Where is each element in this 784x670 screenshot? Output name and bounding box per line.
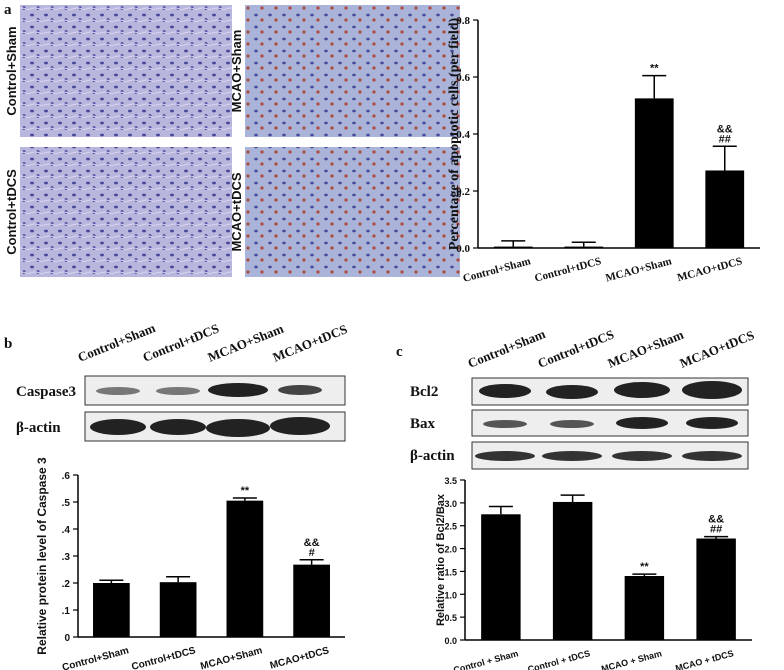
micrograph-label: Control+Sham	[4, 26, 19, 115]
bar	[493, 246, 533, 248]
y-tick-label: 3.0	[444, 499, 457, 509]
error-bar	[99, 579, 124, 583]
significance-mark: **	[650, 63, 659, 75]
y-tick-label: .6	[62, 471, 71, 482]
blot-bands	[475, 381, 742, 461]
y-axis-label: Relative protein level of Caspase 3	[35, 457, 49, 655]
micrograph-label: MCAO+tDCS	[229, 172, 244, 251]
significance-mark: **	[640, 561, 649, 573]
bar	[159, 582, 197, 637]
panel-label: a	[4, 2, 12, 18]
error-bar	[488, 505, 513, 515]
bar	[705, 170, 745, 248]
panel-label: c	[396, 344, 403, 360]
error-bar	[704, 535, 729, 539]
x-tick-label: MCAO+tDCS	[676, 255, 744, 284]
y-tick-label: 0	[64, 633, 70, 644]
panel-label: b	[4, 336, 12, 352]
y-tick-label: 0.0	[456, 243, 470, 255]
micrograph	[245, 147, 460, 277]
micrograph-label: MCAO+Sham	[229, 30, 244, 113]
error-bar	[632, 573, 657, 576]
y-tick-label: .3	[62, 552, 71, 563]
x-tick-label: Control + Sham	[452, 648, 519, 670]
y-tick-label: 0.5	[444, 613, 457, 623]
y-axis-label: Percentage of apoptotic cells (per field…	[447, 17, 462, 250]
y-tick-label: 1.0	[444, 590, 457, 600]
error-bar	[642, 74, 667, 99]
y-tick-label: 0.0	[444, 636, 457, 646]
micrograph	[20, 147, 232, 277]
blot-column-label: MCAO+Sham	[606, 327, 686, 371]
y-tick-label: .5	[62, 498, 71, 509]
blot-column-label: MCAO+tDCS	[678, 327, 757, 370]
significance-mark: &&	[717, 123, 733, 135]
bar	[696, 538, 736, 640]
blot-row-label: Caspase3	[16, 384, 76, 400]
error-bar	[232, 497, 257, 501]
y-tick-label: 3.5	[444, 476, 457, 486]
y-tick-label: 0.8	[456, 15, 470, 27]
significance-mark: ##	[710, 524, 722, 536]
bar	[624, 576, 665, 640]
significance-mark: **	[241, 485, 250, 497]
significance-mark: &&	[708, 514, 724, 526]
error-bar	[571, 241, 596, 247]
y-tick-label: .4	[62, 525, 71, 536]
significance-mark: &&	[304, 537, 320, 549]
blot-bands	[90, 383, 330, 437]
blot-column-label: Control+Sham	[466, 326, 548, 371]
y-axis-label: Relative ratio of Bcl2/Bax	[435, 493, 447, 626]
blot-column-label: Control+tDCS	[536, 327, 617, 371]
bar	[293, 564, 330, 637]
blot-row-label: β-actin	[410, 448, 455, 464]
micrograph-label: Control+tDCS	[4, 169, 19, 255]
blot-row-label: Bax	[410, 416, 436, 432]
blot-row-label: β-actin	[16, 420, 61, 436]
x-tick-label: MCAO + tDCS	[674, 648, 734, 670]
y-tick-label: 2.5	[444, 522, 457, 532]
x-tick-label: Control+tDCS	[130, 645, 197, 670]
micrograph	[245, 5, 460, 137]
bar	[93, 583, 130, 637]
blot-row-label: Bcl2	[410, 384, 438, 400]
error-bar	[166, 576, 191, 583]
x-tick-label: MCAO+Sham	[604, 255, 673, 284]
y-tick-label: 1.5	[444, 567, 457, 577]
error-bar	[501, 240, 526, 247]
x-tick-label: Control+Sham	[462, 255, 532, 285]
y-tick-label: 0.2	[456, 186, 470, 198]
bar	[226, 500, 264, 637]
micrograph	[20, 5, 232, 137]
significance-mark: #	[309, 547, 315, 559]
bar	[634, 98, 674, 248]
x-tick-label: MCAO+Sham	[199, 645, 263, 670]
error-bar	[560, 494, 585, 502]
y-tick-label: 0.6	[456, 72, 470, 84]
y-tick-label: 0.4	[456, 129, 470, 141]
x-tick-label: Control+tDCS	[533, 255, 602, 284]
bar	[552, 501, 593, 640]
y-tick-label: 2.0	[444, 545, 457, 555]
significance-mark: ##	[719, 133, 731, 145]
bar	[564, 246, 604, 248]
error-bar	[299, 559, 324, 565]
bar	[481, 514, 521, 640]
y-tick-label: .2	[62, 579, 71, 590]
x-tick-label: Control + tDCS	[526, 648, 591, 670]
x-tick-label: Control+Sham	[61, 645, 130, 670]
y-tick-label: .1	[62, 606, 71, 617]
error-bar	[712, 145, 737, 171]
x-tick-label: MCAO+tDCS	[269, 645, 331, 670]
x-tick-label: MCAO + Sham	[600, 648, 663, 670]
